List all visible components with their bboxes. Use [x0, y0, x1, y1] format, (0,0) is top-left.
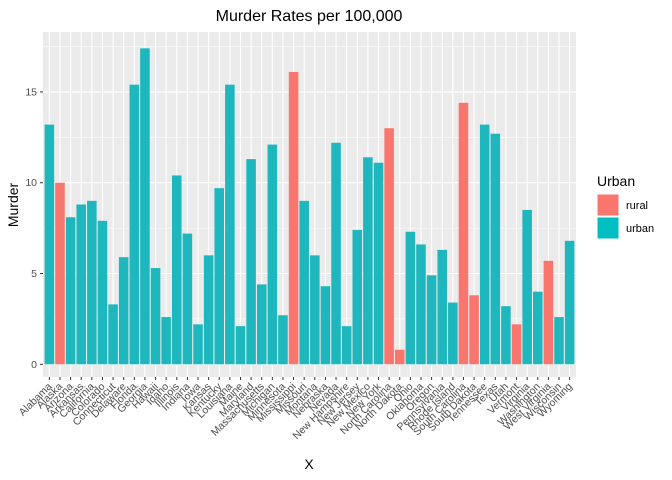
bar: [543, 260, 554, 365]
legend-key: [596, 193, 620, 217]
bar: [490, 133, 501, 365]
y-axis-title: Murder: [5, 182, 21, 227]
bar: [564, 240, 575, 365]
bar: [235, 326, 246, 365]
bar: [172, 175, 182, 365]
bar: [87, 200, 97, 365]
bar: [479, 124, 490, 365]
bar: [363, 157, 373, 365]
bar: [458, 102, 469, 365]
y-axis: 0 5 10 15: [25, 86, 43, 371]
bar: [394, 349, 405, 365]
legend: Urban rural urban: [596, 173, 654, 240]
bar: [55, 182, 65, 365]
bar: [532, 291, 543, 365]
bar: [448, 302, 458, 365]
bar: [331, 142, 341, 365]
y-tick-label: 5: [31, 268, 37, 280]
bar: [129, 84, 140, 365]
x-axis: AlabamaAlaskaArizonaArkansasCaliforniaCo…: [17, 377, 575, 442]
bar: [405, 231, 416, 365]
bar: [256, 284, 267, 365]
bar: [214, 188, 225, 365]
bar: [97, 220, 108, 365]
bar: [416, 244, 426, 365]
bar: [278, 315, 288, 365]
y-tick-label: 15: [25, 86, 37, 98]
legend-label: rural: [626, 200, 648, 212]
bar: [469, 295, 479, 365]
bar: [426, 275, 437, 365]
bar: [161, 317, 171, 365]
x-axis-title: X: [304, 456, 314, 472]
bar: [225, 84, 235, 365]
chart-title: Murder Rates per 100,000: [216, 8, 403, 25]
bar: [203, 255, 214, 365]
bar: [352, 229, 363, 365]
bar: [246, 159, 256, 365]
legend-label: urban: [626, 223, 654, 235]
legend-title: Urban: [597, 173, 635, 189]
bar: [384, 128, 394, 365]
legend-key: [596, 216, 620, 240]
bar: [288, 71, 299, 365]
bar: [118, 257, 129, 365]
bar: [140, 48, 150, 365]
bar: [267, 144, 278, 365]
bar: [310, 255, 320, 365]
y-tick-label: 0: [31, 359, 37, 371]
bar: [44, 124, 55, 365]
bar: [299, 200, 309, 365]
y-tick-label: 10: [25, 177, 37, 189]
bars: [44, 48, 575, 365]
bar: [522, 209, 532, 365]
bar: [373, 162, 384, 365]
bar: [554, 317, 564, 365]
bar: [182, 233, 193, 365]
bar: [65, 217, 76, 365]
bar: [108, 304, 118, 365]
bar: [193, 324, 203, 365]
bar: [320, 286, 331, 365]
bar: [150, 268, 161, 365]
bar: [76, 204, 87, 365]
bar: [511, 324, 522, 365]
bar: [501, 306, 511, 365]
bar: [341, 326, 352, 365]
bar: [437, 249, 447, 365]
